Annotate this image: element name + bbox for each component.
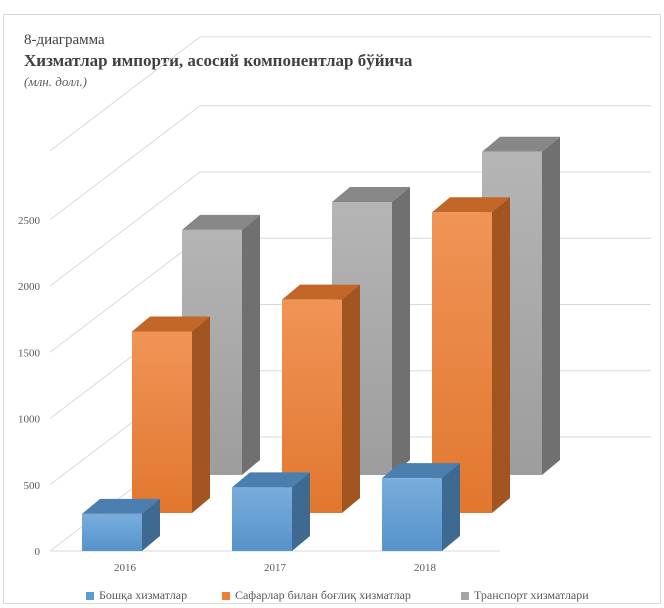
bar-group [82,136,560,551]
y-axis-labels: 0 500 1000 1500 2000 2500 [18,215,41,558]
y-tick-label: 1000 [18,414,41,426]
x-tick-label: 2018 [414,562,437,574]
legend-item-transport: Транспорт хизматлари [461,588,589,603]
chart-plot: 0 500 1000 1500 2000 2500 2016 2017 2018 [18,36,651,574]
legend-swatch-travel [222,591,230,600]
legend-label-travel: Сафарлар билан боғлиқ хизматлар [235,588,411,602]
y-tick-label: 2500 [18,215,41,227]
bar-side [292,472,310,551]
bar-front [232,487,292,551]
y-tick-label: 0 [35,546,41,558]
legend-label-other: Бошқа хизматлар [99,588,188,602]
y-tick-label: 1500 [18,347,41,359]
bar-side [442,463,460,551]
bar-top [82,498,160,514]
bar [432,197,510,513]
bar-side [342,284,360,513]
y-tick-label: 500 [24,480,41,492]
bar-side [492,197,510,513]
chart-title: Хизматлар импорти, асосий компонентлар б… [24,51,413,70]
bar-top [382,463,460,479]
bar-front [382,478,442,551]
bar-side [392,187,410,476]
gridline [49,105,651,221]
x-axis-labels: 2016 2017 2018 [114,562,437,574]
figure-caption: 8-диаграмма [24,32,105,48]
bar-front [132,331,192,513]
bar-side [542,136,560,475]
bar-top [482,136,560,152]
bar-top [332,187,410,203]
bar-side [242,214,260,475]
x-tick-label: 2017 [264,562,287,574]
legend-swatch-other [86,591,94,600]
bar-side [142,498,160,551]
chart-subtitle: (млн. долл.) [24,74,87,89]
y-tick-label: 2000 [18,281,41,293]
bar [82,498,160,551]
bar [232,472,310,551]
bar-side [192,316,210,513]
bar-top [282,284,360,300]
legend-swatch-transport [461,591,469,600]
legend-item-other: Бошқа хизматлар [86,588,187,603]
bar-top [432,197,510,213]
legend-item-travel: Сафарлар билан боғлиқ хизматлар [222,588,411,603]
legend-label-transport: Транспорт хизматлари [474,588,589,602]
bar-top [232,472,310,488]
bar-top [182,214,260,230]
bar [132,316,210,513]
bar-top [132,316,210,332]
x-tick-label: 2016 [114,562,137,574]
gridline-top [49,36,651,152]
bar-front [82,513,142,551]
bar [382,463,460,551]
bar-front [432,212,492,513]
